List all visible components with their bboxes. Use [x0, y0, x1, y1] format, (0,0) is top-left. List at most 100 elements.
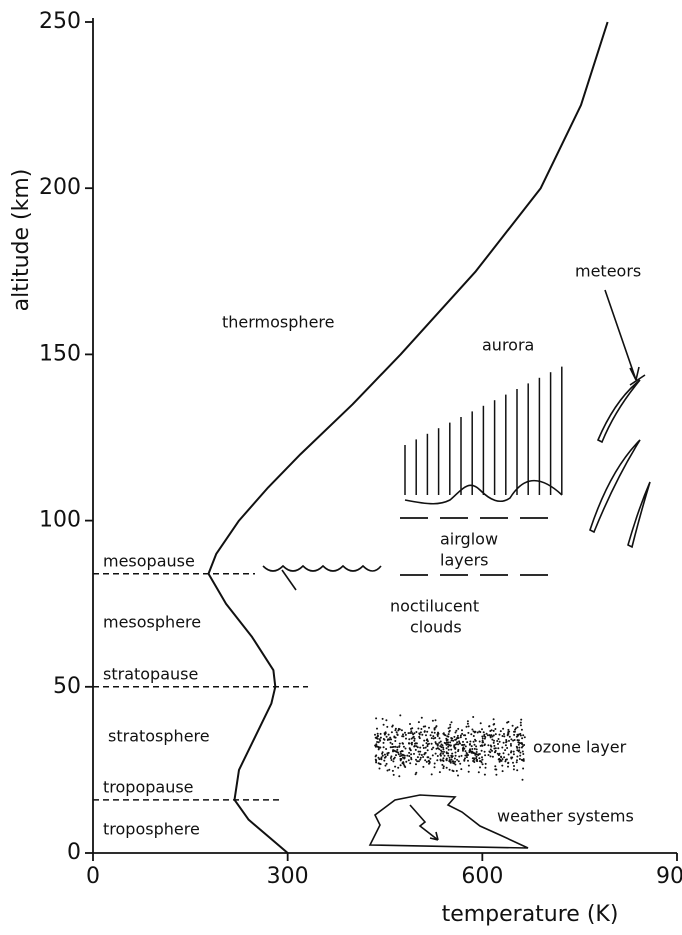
ozone-dot: [460, 754, 463, 757]
ozone-dot: [523, 736, 526, 739]
ozone-dot: [489, 755, 492, 758]
ozone-dot: [510, 750, 513, 753]
ozone-dot: [416, 760, 419, 763]
ozone-dot: [492, 741, 495, 744]
ozone-dot: [435, 725, 438, 728]
ozone-dot: [483, 744, 486, 747]
ozone-dot: [431, 731, 433, 734]
ozone-dot: [438, 737, 441, 740]
ozone-dot: [433, 731, 436, 734]
ozone-dot: [507, 720, 510, 723]
ozone-dot: [467, 731, 470, 734]
ozone-dot: [523, 744, 526, 746]
ozone-dot: [452, 770, 455, 773]
ozone-dot: [520, 728, 523, 731]
ozone-dot: [413, 737, 416, 740]
ozone-dot: [450, 748, 453, 751]
ozone-dot: [479, 722, 482, 725]
ozone-dot: [415, 731, 418, 733]
ozone-dot: [447, 754, 450, 757]
ozone-dot: [498, 752, 501, 755]
ozone-dot: [471, 748, 474, 750]
ozone-dot: [400, 729, 403, 732]
ozone-dot: [423, 753, 426, 756]
ozone-dot: [516, 726, 519, 729]
ozone-dot: [436, 743, 439, 746]
ozone-dot: [496, 740, 499, 742]
ozone-dot: [381, 751, 384, 754]
ozone-dot: [430, 737, 433, 740]
ozone-dot: [410, 743, 413, 746]
ozone-dot: [482, 731, 485, 734]
ozone-dot: [385, 735, 388, 738]
ozone-dot: [480, 749, 483, 752]
ozone-dot: [491, 749, 493, 752]
ozone-dot: [522, 767, 525, 770]
ozone-dot: [514, 727, 517, 730]
ozone-dot: [500, 756, 503, 759]
ozone-dots: [374, 714, 526, 781]
ozone-dot: [413, 732, 416, 735]
ozone-dot: [463, 759, 466, 762]
ozone-dot: [438, 771, 441, 774]
ozone-dot: [395, 754, 397, 757]
ozone-dot: [503, 733, 505, 735]
ozone-dot: [481, 744, 484, 747]
ozone-dot: [449, 744, 452, 747]
ozone-dot: [379, 736, 382, 739]
ozone-dot: [474, 753, 477, 756]
ozone-dot: [442, 732, 445, 735]
ozone-dot: [413, 752, 415, 755]
ozone-dot: [450, 721, 453, 724]
ozone-dot: [379, 739, 382, 742]
ozone-dot: [502, 727, 505, 730]
ozone-dot: [522, 734, 525, 737]
ozone-dot: [481, 737, 484, 740]
ozone-dot: [510, 738, 513, 741]
ozone-dot: [505, 758, 508, 761]
ozone-dot: [402, 733, 404, 736]
ozone-dot: [468, 751, 471, 754]
ozone-dot: [436, 759, 439, 762]
ozone-dot: [482, 741, 485, 744]
ozone-dot: [396, 748, 399, 751]
ozone-dot: [390, 755, 393, 758]
ozone-dot: [398, 775, 401, 778]
lightning: [409, 804, 439, 841]
ozone-dot: [445, 759, 448, 762]
ozone-dot: [390, 731, 393, 734]
ozone-dot: [418, 737, 421, 740]
ozone-dot: [376, 741, 379, 743]
ozone-dot: [497, 747, 500, 750]
ozone-dot: [430, 742, 433, 745]
ozone-dot: [404, 733, 407, 736]
ozone-dot: [499, 758, 502, 761]
ozone-dot: [469, 748, 472, 751]
ozone-dot: [418, 753, 421, 756]
ozone-dot: [439, 759, 442, 762]
ozone-dot: [419, 758, 422, 761]
y-tick-label: 150: [39, 341, 81, 366]
ozone-dot: [405, 737, 407, 740]
ozone-dot: [494, 768, 497, 771]
ozone-dot: [506, 747, 509, 749]
ozone-dot: [376, 727, 378, 730]
ozone-dot: [442, 757, 445, 760]
ozone-dot: [392, 760, 395, 763]
ozone-dot: [473, 743, 476, 746]
ozone-dot: [512, 768, 515, 771]
ozone-dot: [435, 742, 437, 745]
ozone-dot: [448, 729, 451, 732]
ozone-dot: [489, 730, 492, 732]
ozone-dot: [385, 748, 388, 750]
meteor: [589, 439, 641, 534]
ozone-dot: [401, 735, 404, 738]
ozone-dot: [464, 737, 467, 740]
ozone-dot: [498, 733, 501, 736]
ozone-dot: [442, 760, 445, 762]
ozone-dot: [423, 739, 426, 742]
ozone-dot: [457, 760, 460, 763]
ozone-dot: [383, 753, 386, 756]
ozone-dot: [462, 748, 464, 751]
ozone-dot: [445, 757, 448, 760]
